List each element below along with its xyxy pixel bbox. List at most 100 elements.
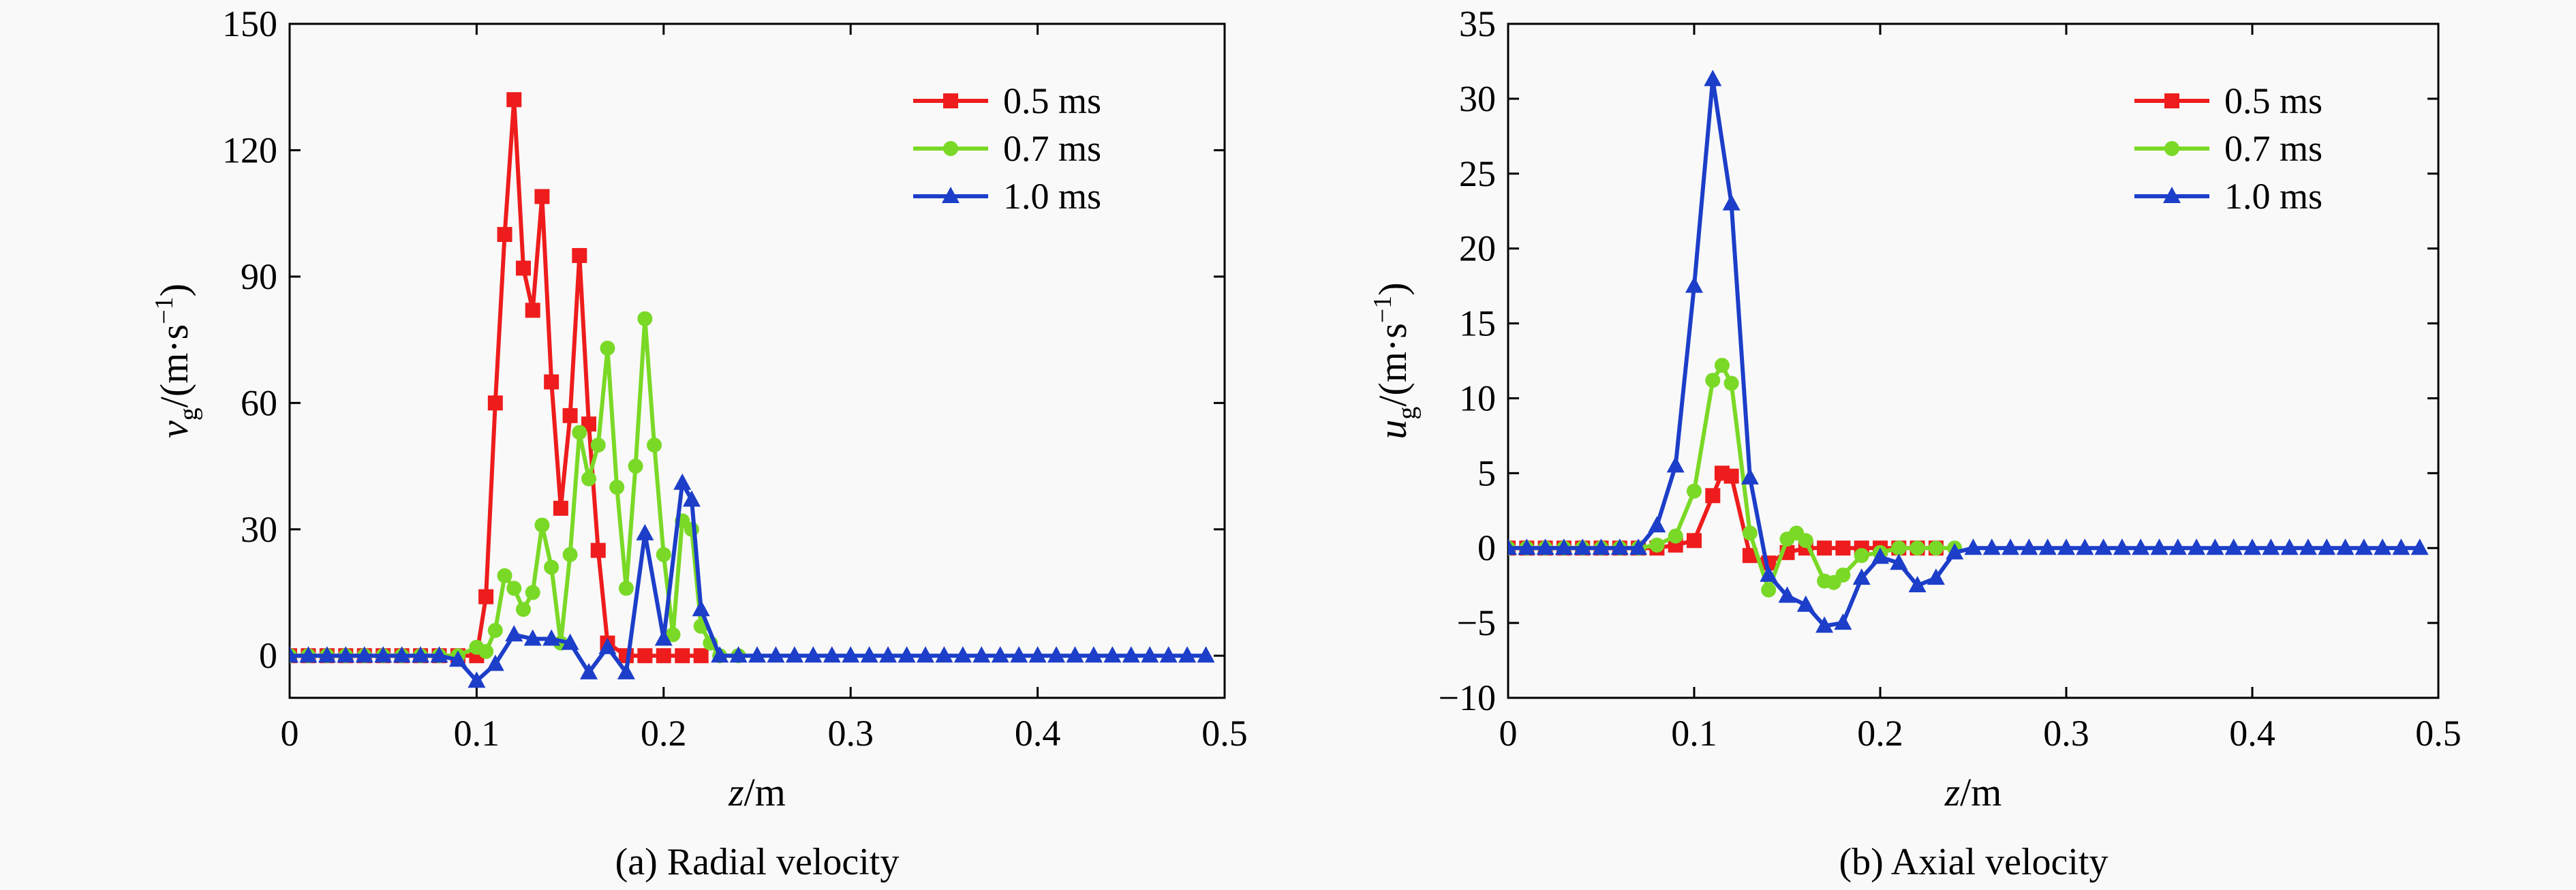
data-point [506,92,522,108]
y-axis-label-sup: −1 [1368,296,1397,323]
panel-caption: (a) Radial velocity [615,841,900,883]
data-point [1592,538,1610,555]
data-point [2224,538,2243,555]
data-point [2094,538,2113,555]
data-point [1723,375,1739,391]
data-point [1536,538,1554,555]
data-point [2168,538,2187,555]
data-point [1141,646,1159,663]
data-point [2150,538,2168,555]
data-point [617,662,635,679]
data-point [1835,540,1851,556]
data-point [542,629,561,646]
data-point [318,646,336,663]
data-point [684,521,699,537]
data-point [1852,568,1871,585]
data-point [2243,538,2261,555]
data-point [580,662,598,679]
data-point [562,547,578,562]
y-axis-label-close: ) [1370,282,1415,295]
data-point [647,438,662,453]
data-point [1518,538,1536,555]
data-point [1891,540,1907,556]
data-point [448,650,467,667]
y-tick-label: 10 [1459,378,1496,418]
data-point [1946,542,1964,559]
data-point [2318,538,2336,555]
data-point [516,602,531,617]
data-point [534,517,550,533]
x-axis-label-unit: /m [744,770,786,814]
data-point [2206,538,2224,555]
y-tick-label: 60 [241,382,277,423]
x-tick-label: 0.2 [1857,713,1903,754]
data-point [534,189,550,204]
data-point [1835,567,1851,583]
data-point [497,568,512,583]
y-axis-label: vg/(m·s−1) [150,283,203,438]
data-point [1778,586,1796,603]
data-point [2355,538,2373,555]
data-point [2188,538,2206,555]
data-point [972,646,991,663]
data-point [1714,358,1730,373]
legend-label: 0.5 ms [1003,80,1101,121]
data-point [1723,468,1739,484]
data-point [2392,538,2410,555]
data-point [1704,70,1722,87]
y-tick-label: −5 [1457,602,1496,643]
data-point [2336,538,2355,555]
data-point [1159,646,1178,663]
data-point [804,646,823,663]
data-point [1687,483,1702,499]
y-axis-label-unit: /(m·s [1370,323,1415,406]
data-point [2299,538,2317,555]
data-point [1834,613,1852,630]
x-tick-label: 0 [1499,713,1518,754]
data-point [590,542,606,558]
x-tick-label: 0 [281,713,299,754]
data-point [337,646,355,663]
data-point [1798,533,1813,549]
data-point [1629,538,1648,555]
data-point [2057,538,2075,555]
data-point [553,500,568,516]
data-point [290,646,298,663]
data-point [1178,646,1197,663]
data-point [1871,547,1889,564]
legend-label: 0.7 ms [1003,128,1101,169]
data-point [572,425,587,440]
data-point [1648,516,1666,533]
y-tick-label: 0 [1477,527,1496,568]
data-point [609,479,625,495]
data-point [1890,553,1908,570]
data-point [561,633,579,650]
data-point [487,623,503,639]
data-point [1705,488,1721,504]
data-point [636,523,654,540]
data-point [2002,538,2020,555]
data-point [991,646,1009,663]
plot-area [1508,70,2429,633]
series-1.0-ms [290,473,1215,688]
data-point [2280,538,2299,555]
x-axis-label: z/m [1944,770,2002,814]
data-point [823,646,841,663]
legend-label: 0.7 ms [2224,128,2322,169]
data-point [506,581,522,596]
data-point [637,648,653,664]
series-1.0-ms [1508,70,2429,633]
data-point [1122,646,1140,663]
data-point [682,490,701,507]
x-axis-label-var: z [1944,770,1961,814]
data-point [1928,540,1944,556]
data-point [665,627,681,643]
data-point [505,625,523,642]
data-point [2410,538,2429,555]
data-point [525,303,540,318]
data-point [879,646,898,663]
x-tick-label: 0.2 [641,713,687,754]
y-tick-label: 20 [1459,228,1496,269]
x-tick-label: 0.5 [1201,713,1248,754]
data-point [412,646,430,663]
